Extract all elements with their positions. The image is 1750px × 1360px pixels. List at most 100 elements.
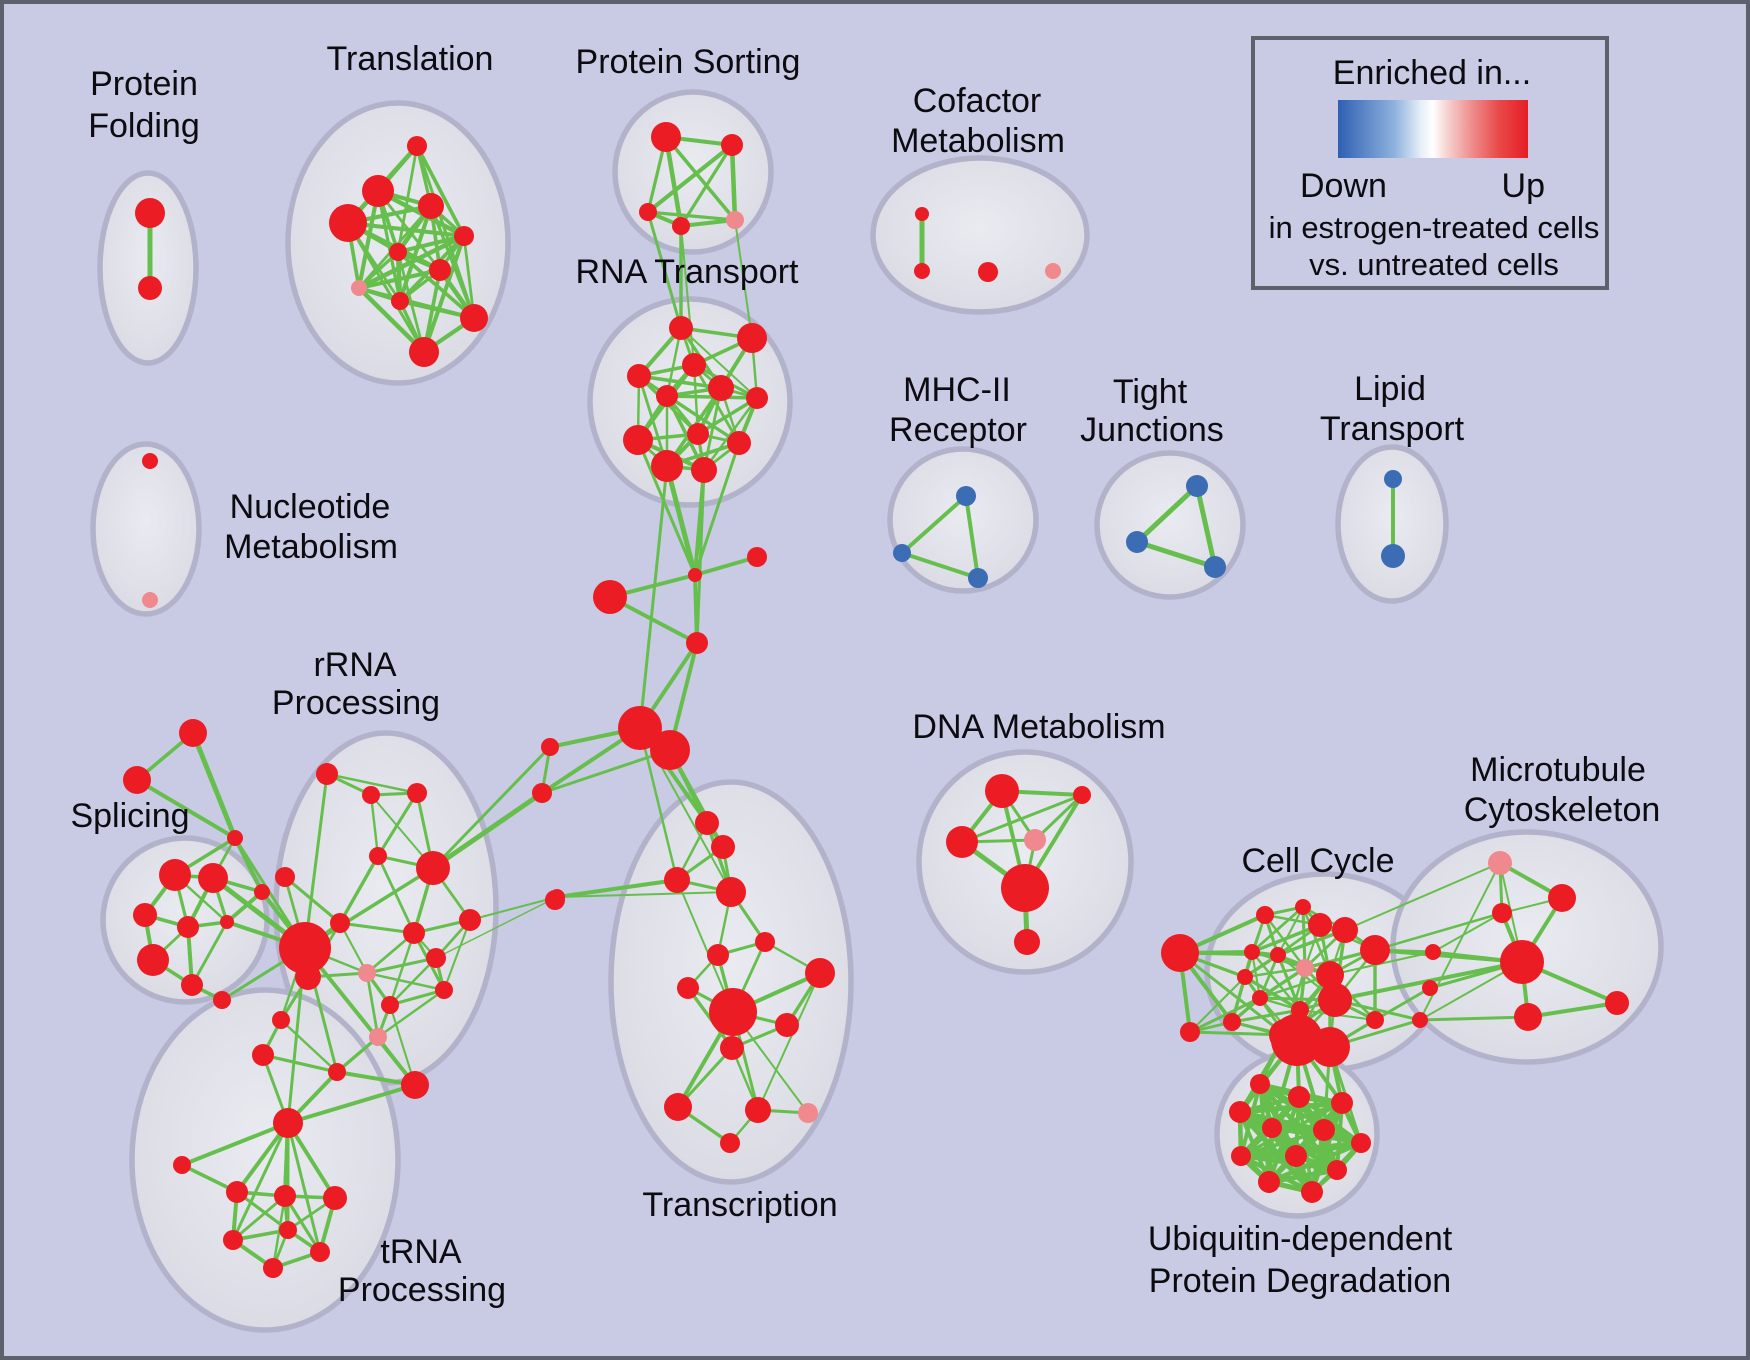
- legend-box: [1251, 36, 1609, 290]
- gene-set-node-cell_cycle-19: [1366, 1011, 1384, 1029]
- network-edge: [283, 1195, 322, 1253]
- network-edge: [376, 855, 416, 934]
- gene-set-node-translation-0: [407, 136, 427, 156]
- legend-caption-line2: vs. untreated cells: [1309, 247, 1559, 282]
- gene-set-node-rna_transport-3: [627, 364, 651, 388]
- gene-set-node-connectors-0: [593, 580, 627, 614]
- gene-set-node-trna_processing-8: [263, 1258, 283, 1278]
- gene-set-node-connectors-5: [650, 730, 690, 770]
- network-edge: [287, 1083, 416, 1125]
- gene-set-node-trna_processing-5: [223, 1230, 243, 1250]
- network-edge: [339, 921, 415, 935]
- gene-set-node-splicing-4: [198, 863, 228, 893]
- cluster-label-lipid_transport-line2: Transport: [1320, 410, 1465, 448]
- gene-set-node-protein_sorting-2: [639, 203, 657, 221]
- network-edge: [664, 135, 737, 222]
- gene-set-node-cofactor_metabolism-0: [915, 207, 929, 221]
- cluster-label-nucleotide_metabolism-line2: Metabolism: [224, 528, 398, 566]
- network-edge: [1244, 966, 1306, 979]
- cluster-label-tight_junctions-line1: Tight: [1113, 373, 1188, 411]
- gene-set-node-transcription-1: [711, 835, 735, 859]
- network-edge: [556, 878, 678, 899]
- gene-set-node-translation-5: [389, 243, 407, 261]
- network-edge: [435, 896, 558, 959]
- gene-set-node-rrna_processing-12: [426, 948, 446, 968]
- cluster-label-protein_folding-line1: Protein: [90, 65, 198, 103]
- gene-set-node-rrna_processing-14: [381, 996, 399, 1014]
- gene-set-node-cell_cycle-9: [1296, 959, 1314, 977]
- network-edge: [389, 988, 445, 1007]
- gene-set-node-cell_cycle-18: [1310, 1027, 1350, 1067]
- gene-set-node-connectors-6: [541, 738, 559, 756]
- network-edge: [680, 327, 758, 399]
- network-edge: [431, 790, 544, 871]
- gene-set-node-cofactor_metabolism-3: [1045, 263, 1061, 279]
- cluster-label-protein_sorting: Protein Sorting: [576, 43, 801, 81]
- gene-set-node-rrna_processing-20: [549, 889, 565, 905]
- network-edge: [1194, 485, 1218, 568]
- network-edge: [303, 773, 329, 949]
- network-edge: [638, 375, 740, 444]
- network-edge: [377, 989, 445, 1038]
- cluster-label-splicing: Splicing: [70, 797, 189, 835]
- network-edge: [365, 972, 380, 1038]
- network-edge: [1268, 1167, 1338, 1185]
- gene-set-node-splicing-10: [181, 974, 203, 996]
- gene-set-node-lipid_transport-0: [1384, 470, 1402, 488]
- gene-set-node-translation-4: [454, 226, 474, 246]
- gene-set-node-protein_sorting-1: [721, 134, 743, 156]
- gene-set-node-rna_transport-9: [727, 431, 751, 455]
- network-edge: [415, 145, 476, 319]
- network-edge: [729, 144, 738, 221]
- cluster-label-translation: Translation: [327, 40, 494, 78]
- network-edge: [702, 387, 723, 471]
- cluster-label-rna_transport: RNA Transport: [576, 253, 800, 291]
- network-edge: [964, 495, 980, 579]
- network-edge: [262, 1053, 338, 1074]
- cluster-label-ubiquitin_degradation-line2: Protein Degradation: [1149, 1262, 1451, 1300]
- cluster-label-mhc_ii_receptor-line2: Receptor: [889, 411, 1027, 449]
- gene-set-node-cell_cycle-8: [1270, 947, 1286, 963]
- gene-set-node-connectors-7: [532, 783, 552, 803]
- gene-set-node-transcription-14: [720, 1133, 740, 1153]
- gene-set-node-cell_cycle-2: [1256, 906, 1274, 924]
- network-edge: [697, 396, 758, 436]
- gene-set-node-cell_cycle-17: [1271, 1014, 1323, 1066]
- gene-set-node-connectors-4: [618, 706, 662, 750]
- gene-set-node-cell_cycle-6: [1360, 935, 1390, 965]
- network-edge: [680, 217, 736, 229]
- gene-set-node-transcription-4: [755, 932, 775, 952]
- gene-set-node-translation-9: [460, 304, 488, 332]
- gene-set-node-transcription-2: [664, 867, 690, 893]
- gene-set-node-splicing-1: [123, 766, 151, 794]
- network-edge: [638, 465, 669, 729]
- gene-set-node-trna_processing-7: [310, 1242, 330, 1262]
- gene-set-node-ubiquitin_degradation-4: [1262, 1118, 1282, 1138]
- gene-set-node-protein_sorting-0: [651, 122, 681, 152]
- gene-set-node-rrna_processing-9: [279, 922, 331, 974]
- network-edge: [135, 778, 237, 840]
- network-edge: [1251, 905, 1304, 954]
- network-edge: [734, 219, 753, 339]
- gene-set-node-cell_cycle-13: [1318, 983, 1352, 1017]
- network-edge: [181, 1121, 289, 1167]
- network-edge: [358, 267, 441, 291]
- gene-set-node-rrna_processing-6: [330, 913, 350, 933]
- network-edge: [695, 469, 706, 644]
- network-edge: [190, 921, 229, 986]
- cluster-label-protein_folding-line2: Folding: [88, 107, 200, 145]
- gene-set-node-splicing-11: [213, 991, 231, 1009]
- network-edge: [1374, 911, 1503, 952]
- gene-set-node-tight_junctions-1: [1126, 531, 1148, 553]
- network-edge: [1179, 951, 1286, 1037]
- gene-set-node-rrna_processing-18: [328, 1063, 346, 1081]
- network-edge: [1374, 948, 1523, 964]
- network-edge: [398, 205, 433, 302]
- gene-set-node-transcription-8: [709, 988, 757, 1036]
- gene-set-node-trna_processing-0: [273, 1108, 303, 1138]
- network-edge: [431, 745, 552, 870]
- gene-set-node-transcription-10: [720, 1036, 744, 1060]
- cluster-label-microtubule_cytoskeleton-line2: Cytoskeleton: [1464, 791, 1661, 829]
- network-edge: [397, 233, 465, 255]
- gene-set-node-translation-10: [409, 337, 439, 367]
